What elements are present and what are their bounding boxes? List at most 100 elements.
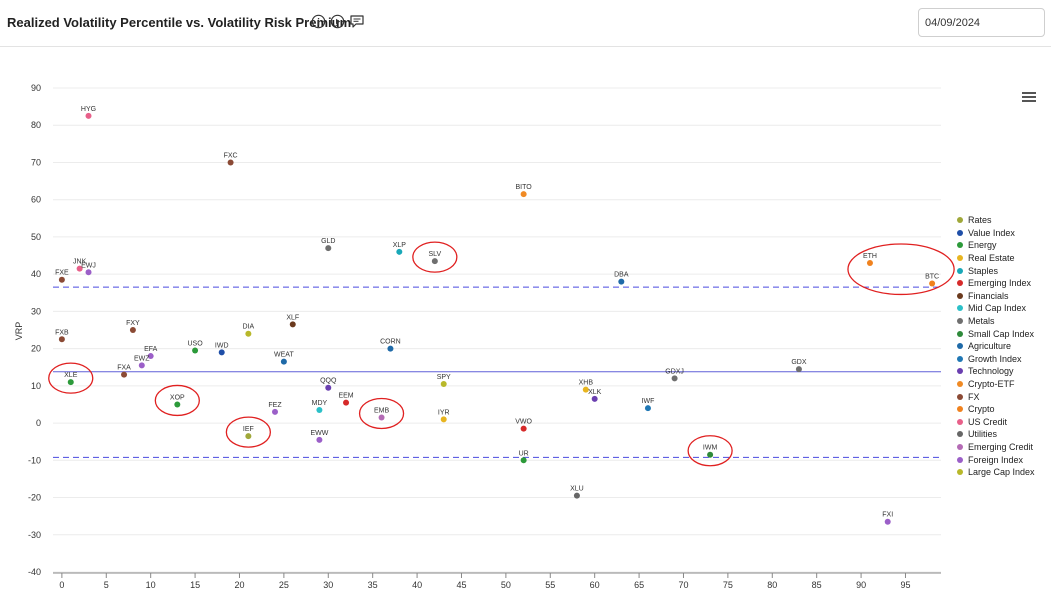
data-point-iwd[interactable]	[218, 349, 225, 356]
data-point-ief[interactable]	[245, 433, 252, 440]
point-label: SPY	[437, 374, 451, 381]
legend-item[interactable]: FX	[957, 390, 1035, 403]
legend-item[interactable]: Value Index	[957, 227, 1035, 240]
data-point-qqq[interactable]	[325, 384, 332, 391]
data-point-slv[interactable]	[431, 258, 438, 265]
data-point-fxb[interactable]	[58, 336, 65, 343]
hamburger-menu-icon[interactable]	[1022, 92, 1036, 104]
legend-item[interactable]: US Credit	[957, 416, 1035, 429]
point-label: IWF	[642, 398, 655, 405]
point-label: EMB	[374, 407, 390, 414]
x-tick-label: 40	[412, 580, 422, 590]
legend-item[interactable]: Financials	[957, 290, 1035, 303]
y-tick-label: 10	[31, 381, 41, 391]
x-tick-label: 70	[678, 580, 688, 590]
data-point-jnk[interactable]	[76, 265, 83, 272]
legend-item[interactable]: Crypto	[957, 403, 1035, 416]
point-label: FXE	[55, 270, 69, 277]
legend-item[interactable]: Crypto-ETF	[957, 378, 1035, 391]
data-point-xlu[interactable]	[573, 492, 580, 499]
data-point-mdy[interactable]	[316, 407, 323, 414]
data-point-iyr[interactable]	[440, 416, 447, 423]
point-label: XHB	[579, 380, 594, 387]
point-label: XLE	[64, 372, 78, 379]
data-point-eww[interactable]	[316, 436, 323, 443]
legend-item[interactable]: Emerging Index	[957, 277, 1035, 290]
data-point-gld[interactable]	[325, 245, 332, 252]
data-point-efa[interactable]	[147, 353, 154, 360]
point-label: FEZ	[268, 402, 282, 409]
annotation-circle	[154, 384, 200, 417]
data-point-xop[interactable]	[174, 401, 181, 408]
legend-dot	[957, 330, 963, 337]
info-icon[interactable]	[311, 14, 326, 34]
data-point-btc[interactable]	[929, 280, 936, 287]
data-point-iwf[interactable]	[644, 405, 651, 412]
date-input[interactable]	[925, 17, 1035, 29]
data-point-spy[interactable]	[440, 380, 447, 387]
data-point-dia[interactable]	[245, 330, 252, 337]
legend-item[interactable]: Technology	[957, 365, 1035, 378]
legend-item[interactable]: Growth Index	[957, 353, 1035, 366]
legend-item[interactable]: Mid Cap Index	[957, 302, 1035, 315]
data-point-corn[interactable]	[387, 345, 394, 352]
data-point-dba[interactable]	[618, 278, 625, 285]
legend-item[interactable]: Rates	[957, 214, 1035, 227]
data-point-uso[interactable]	[192, 347, 199, 354]
data-point-bito[interactable]	[520, 191, 527, 198]
point-label: IEF	[243, 426, 254, 433]
data-point-fxa[interactable]	[121, 371, 128, 378]
data-point-ewj[interactable]	[85, 269, 92, 276]
legend-item[interactable]: Utilities	[957, 428, 1035, 441]
comment-icon[interactable]	[349, 14, 365, 34]
data-point-eem[interactable]	[343, 399, 350, 406]
annotation-circle	[225, 416, 272, 448]
data-point-hyg[interactable]	[85, 112, 92, 119]
data-point-fxy[interactable]	[129, 327, 136, 333]
legend-item[interactable]: Energy	[957, 239, 1035, 252]
legend-dot	[957, 229, 963, 236]
data-point-fez[interactable]	[272, 408, 278, 415]
data-point-fxe[interactable]	[58, 276, 65, 283]
legend-item[interactable]: Agriculture	[957, 340, 1035, 353]
legend-item[interactable]: Small Cap Index	[957, 327, 1035, 340]
data-point-xle[interactable]	[67, 379, 74, 386]
data-point-weat[interactable]	[280, 358, 287, 365]
date-picker[interactable]	[918, 8, 1045, 37]
point-label: SLV	[428, 251, 441, 258]
data-point-ewz[interactable]	[138, 362, 145, 369]
legend-item[interactable]: Staples	[957, 264, 1035, 277]
legend-item[interactable]: Foreign Index	[957, 453, 1035, 466]
legend-label: Real Estate	[968, 253, 1015, 264]
annotation-circle	[687, 435, 733, 467]
data-point-xlf[interactable]	[289, 321, 296, 328]
legend-label: Value Index	[968, 227, 1015, 238]
data-point-eth[interactable]	[866, 259, 873, 266]
data-point-fxc[interactable]	[227, 159, 234, 166]
x-tick-label: 0	[59, 580, 64, 590]
point-label: FXC	[224, 152, 238, 159]
legend-dot	[957, 393, 963, 400]
x-tick-label: 5	[104, 580, 109, 590]
data-point-emb[interactable]	[378, 414, 385, 421]
play-icon[interactable]	[330, 14, 345, 34]
point-label: EEM	[338, 393, 353, 400]
data-point-xhb[interactable]	[582, 386, 589, 393]
data-point-ur[interactable]	[520, 457, 527, 464]
data-point-gdxj[interactable]	[671, 375, 678, 382]
point-label: QQQ	[320, 378, 337, 385]
data-point-xlp[interactable]	[396, 248, 403, 255]
data-point-fxi[interactable]	[884, 518, 891, 525]
y-tick-label: 60	[31, 195, 41, 205]
legend-item[interactable]: Large Cap Index	[957, 466, 1035, 479]
data-point-vwo[interactable]	[520, 425, 527, 432]
legend-item[interactable]: Metals	[957, 315, 1035, 328]
legend-label: Financials	[968, 290, 1009, 301]
data-point-gdx[interactable]	[795, 366, 802, 373]
legend-label: Utilities	[968, 429, 998, 440]
point-label: DIA	[243, 324, 255, 331]
data-point-iwm[interactable]	[707, 451, 714, 458]
legend-item[interactable]: Real Estate	[957, 252, 1035, 265]
legend-item[interactable]: Emerging Credit	[957, 441, 1035, 454]
data-point-xlk[interactable]	[591, 395, 598, 402]
